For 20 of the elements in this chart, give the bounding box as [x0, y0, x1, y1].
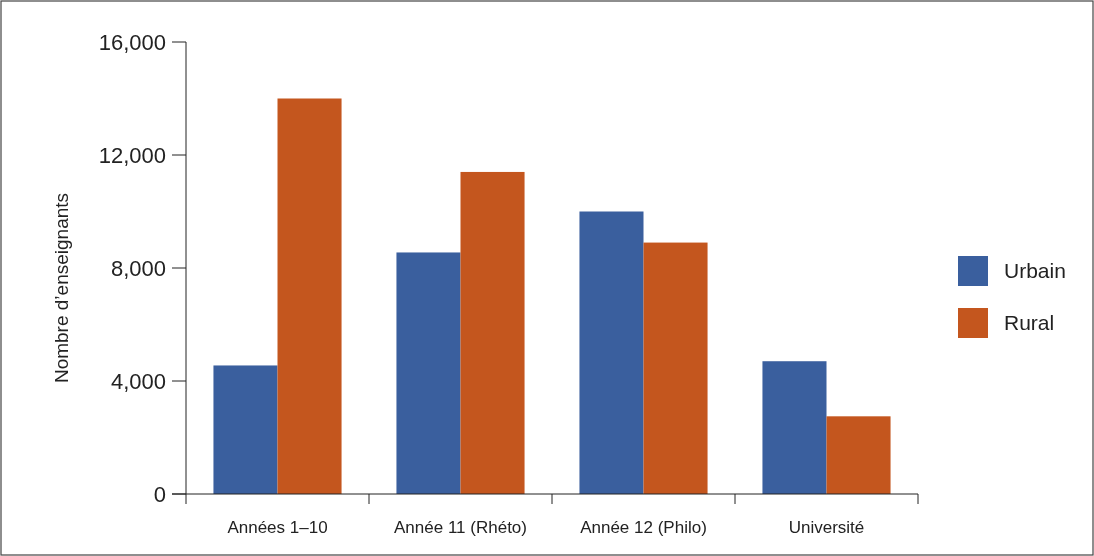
bar [762, 361, 827, 494]
x-tick-label: Années 1–10 [227, 518, 328, 537]
x-tick-label: Année 12 (Philo) [580, 518, 707, 537]
bar [826, 416, 891, 494]
x-tick-label: Université [788, 518, 865, 537]
x-tick-label: Année 11 (Rhéto) [394, 518, 527, 537]
bar [643, 242, 708, 494]
legend-label: Rural [1004, 311, 1055, 335]
legend-label: Urbain [1004, 259, 1066, 283]
y-tick-label: 0 [153, 481, 166, 507]
y-tick-label: 8,000 [110, 255, 166, 281]
bar [396, 252, 461, 494]
bar [460, 171, 525, 494]
bar [277, 98, 342, 494]
y-axis-title: Nombre d’enseignants [51, 192, 72, 384]
y-tick-label: 16,000 [98, 29, 166, 55]
bar [579, 211, 644, 494]
y-tick-label: 4,000 [110, 368, 166, 394]
bar [213, 365, 278, 494]
y-tick-label: 12,000 [98, 142, 166, 168]
